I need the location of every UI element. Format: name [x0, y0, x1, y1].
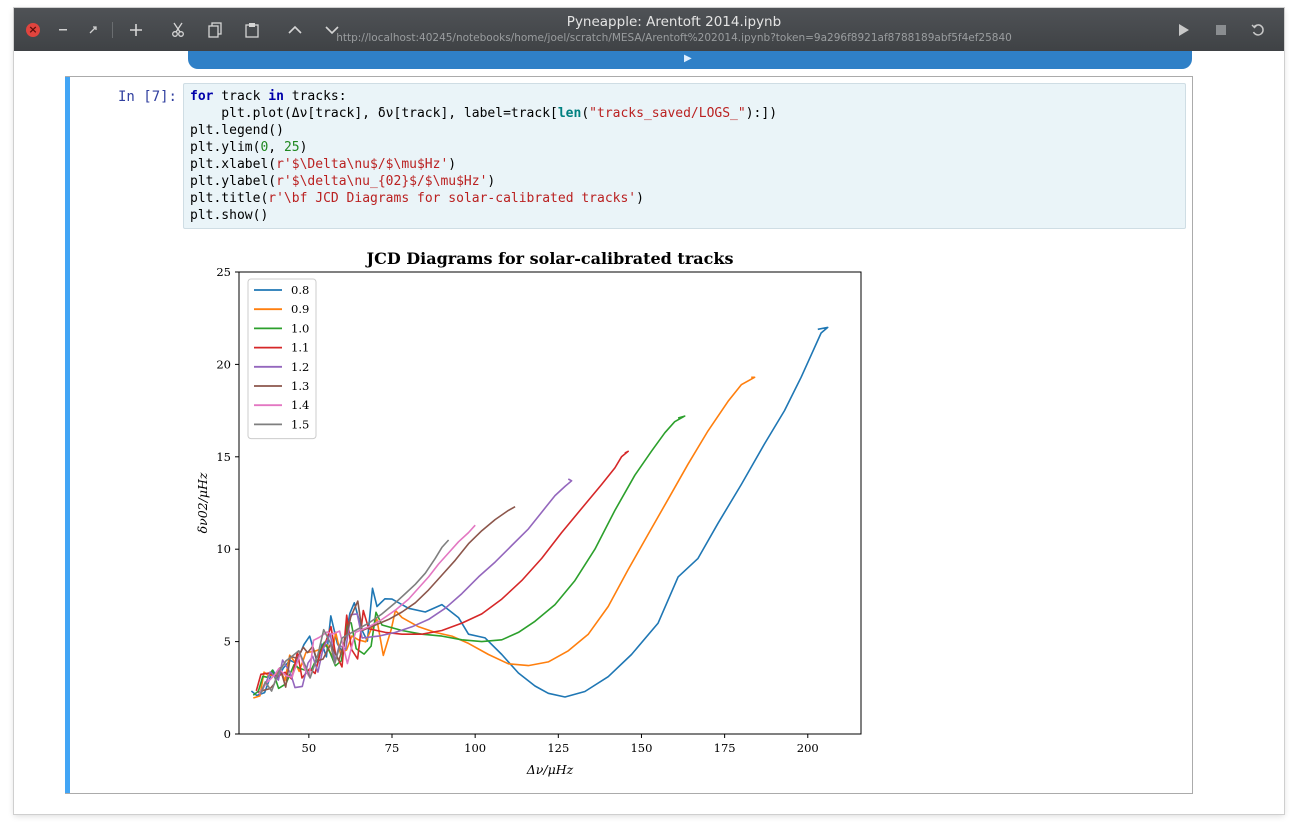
legend-label: 1.5 [291, 417, 309, 431]
toolbar-separator [112, 22, 113, 38]
run-icon[interactable] [1173, 19, 1195, 41]
play-icon: ▶ [684, 53, 692, 64]
legend-label: 0.9 [291, 302, 309, 316]
notebook-window: × Pyneapple: Arentoft 2014.ipynb http://… [14, 8, 1284, 814]
chart-title: JCD Diagrams for solar-calibrated tracks [365, 249, 734, 268]
previous-cell-widget[interactable]: ▶ [188, 51, 1192, 69]
series-line-1.2 [259, 478, 573, 695]
x-tick-label: 125 [547, 741, 569, 755]
restore-icon[interactable] [82, 19, 104, 41]
legend-label: 1.2 [291, 360, 309, 374]
legend-box [247, 278, 317, 440]
code-line: plt.show() [190, 208, 269, 223]
code-line: plt.xlabel(r'$\Delta\nu$/$\mu$Hz') [190, 157, 457, 172]
series-line-1.0 [252, 415, 686, 696]
code-line: plt.ylim(0, 25) [190, 140, 308, 155]
y-tick-label: 20 [216, 357, 231, 371]
cell-prompt: In [7]: [117, 89, 177, 105]
legend-label: 1.3 [291, 379, 309, 393]
y-tick-label: 15 [216, 450, 231, 464]
restart-icon[interactable] [1247, 19, 1269, 41]
y-axis-label: δν02/μHz [195, 472, 210, 533]
legend-label: 0.8 [291, 283, 309, 297]
x-tick-label: 75 [385, 741, 400, 755]
close-icon[interactable]: × [26, 23, 40, 37]
plot-frame [238, 271, 862, 735]
legend-label: 1.0 [291, 321, 309, 335]
stop-icon[interactable] [1210, 19, 1232, 41]
code-cell[interactable]: In [7]: for track in tracks: plt.plot(Δν… [65, 76, 1193, 794]
copy-icon[interactable] [204, 19, 226, 41]
series-line-1.4 [258, 524, 476, 695]
notebook-content: ▶ In [7]: for track in tracks: plt.plot(… [14, 51, 1284, 814]
series-line-0.8 [250, 326, 829, 698]
jcd-chart: JCD Diagrams for solar-calibrated tracks… [195, 249, 862, 777]
notebook-url: http://localhost:40245/notebooks/home/jo… [336, 32, 1012, 44]
legend-label: 1.1 [291, 341, 309, 355]
cut-icon[interactable] [167, 19, 189, 41]
series-line-1.1 [255, 450, 629, 692]
x-tick-label: 100 [464, 741, 486, 755]
legend-label: 1.4 [291, 398, 309, 412]
series-line-1.5 [259, 539, 450, 694]
y-tick-label: 0 [224, 727, 231, 741]
code-line: plt.ylabel(r'$\delta\nu_{02}$/$\mu$Hz') [190, 174, 496, 189]
minimize-icon[interactable] [52, 19, 74, 41]
code-line: plt.title(r'\bf JCD Diagrams for solar-c… [190, 191, 644, 206]
code-editor[interactable]: for track in tracks: plt.plot(Δν[track],… [183, 83, 1186, 229]
title-bar: × Pyneapple: Arentoft 2014.ipynb http://… [14, 8, 1284, 51]
y-tick-label: 10 [216, 542, 231, 556]
paste-icon[interactable] [241, 19, 263, 41]
code-line: plt.plot(Δν[track], δν[track], label=tra… [190, 106, 778, 121]
x-tick-label: 50 [302, 741, 317, 755]
x-axis-label: Δν/μHz [526, 762, 574, 777]
code-line: for track in tracks: [190, 89, 347, 104]
add-cell-icon[interactable] [125, 19, 147, 41]
window-title: Pyneapple: Arentoft 2014.ipynb [566, 14, 782, 30]
move-up-icon[interactable] [284, 19, 306, 41]
cell-output: JCD Diagrams for solar-calibrated tracks… [183, 237, 883, 787]
y-tick-label: 5 [224, 635, 231, 649]
cell-selection-bar [65, 77, 70, 793]
y-tick-label: 25 [216, 265, 231, 279]
code-line: plt.legend() [190, 123, 284, 138]
series-line-0.9 [253, 376, 756, 699]
x-tick-label: 150 [630, 741, 652, 755]
x-tick-label: 200 [797, 741, 819, 755]
x-tick-label: 175 [714, 741, 736, 755]
move-down-icon[interactable] [321, 19, 343, 41]
